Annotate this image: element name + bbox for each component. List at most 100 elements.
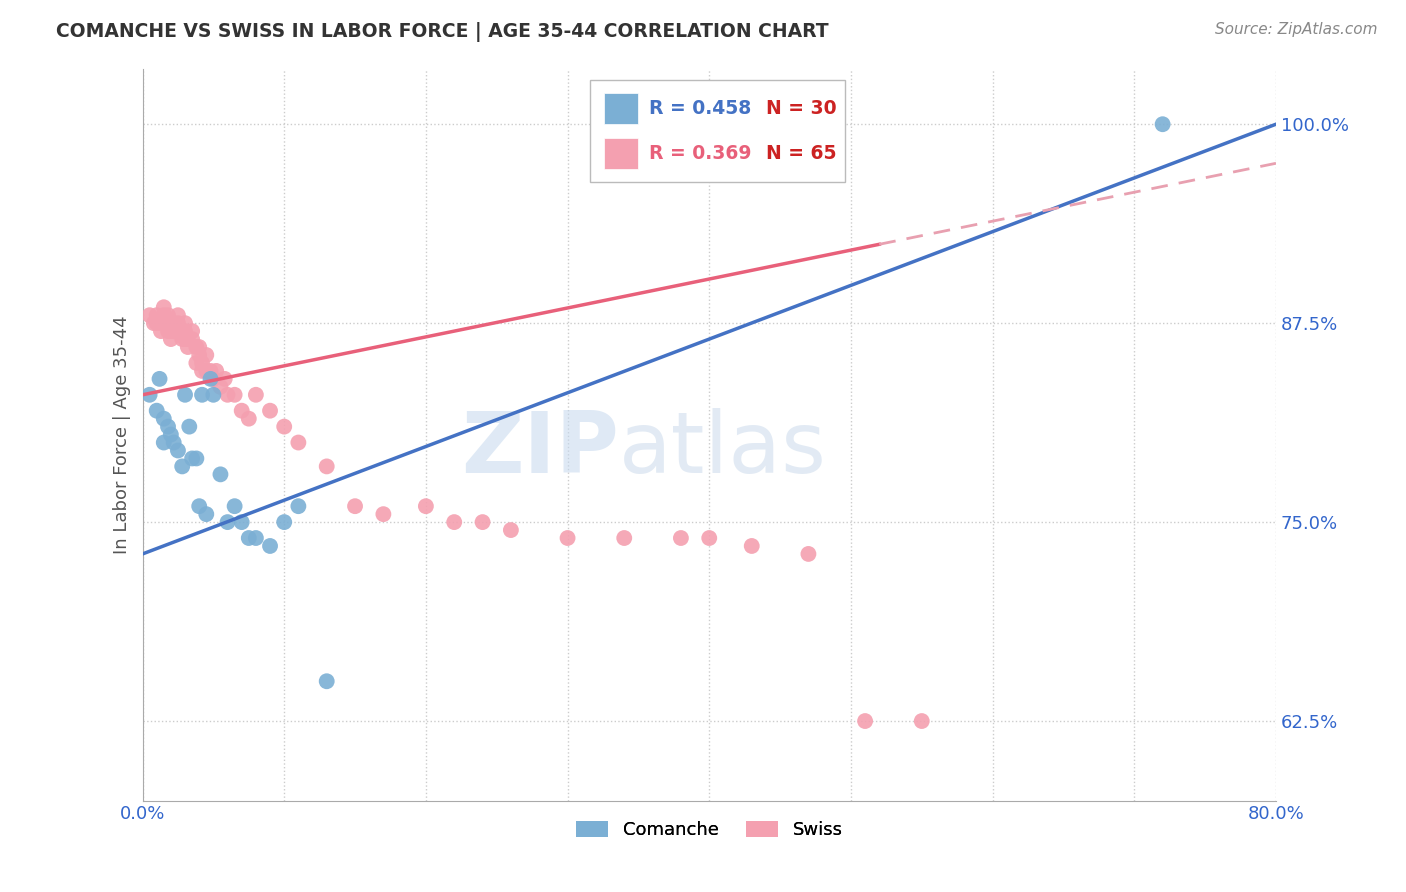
Point [191,388,214,402]
Point [188,499,211,513]
Point [167,443,190,458]
Point [138,308,160,322]
Point [238,411,260,425]
Point [209,380,232,394]
Point [200,364,222,378]
Point [499,523,522,537]
Point [163,324,186,338]
Point [167,324,190,338]
Bar [603,138,638,169]
Point [172,332,194,346]
Point [160,316,183,330]
Point [174,388,197,402]
Text: N = 30: N = 30 [766,99,837,118]
Point [373,507,395,521]
Point [181,324,204,338]
Y-axis label: In Labor Force | Age 35-44: In Labor Force | Age 35-44 [114,315,131,554]
Point [195,507,218,521]
Point [191,364,214,378]
Point [224,388,246,402]
Point [245,531,267,545]
Point [152,300,174,314]
Point [315,674,337,689]
Point [152,435,174,450]
Text: Source: ZipAtlas.com: Source: ZipAtlas.com [1215,22,1378,37]
Point [152,308,174,322]
Point [287,499,309,513]
Legend: Comanche, Swiss: Comanche, Swiss [568,814,849,847]
Point [557,531,579,545]
Point [202,388,225,402]
Point [238,531,260,545]
Point [224,499,246,513]
Point [160,427,183,442]
Point [163,435,186,450]
Point [195,364,218,378]
Point [231,403,253,417]
Point [179,419,201,434]
Bar [603,93,638,124]
Point [174,324,197,338]
Point [188,348,211,362]
Point [149,324,172,338]
Point [167,316,190,330]
Point [415,499,437,513]
Point [200,372,222,386]
Text: ZIP: ZIP [461,408,619,491]
Point [181,451,204,466]
Point [167,308,190,322]
Point [157,308,180,322]
Point [613,531,636,545]
Point [186,340,208,354]
Point [245,388,267,402]
Point [259,539,281,553]
Point [177,332,200,346]
Point [172,324,194,338]
Point [148,316,170,330]
FancyBboxPatch shape [591,79,845,182]
Point [911,714,934,728]
Point [148,372,170,386]
Point [145,403,167,417]
Point [157,324,180,338]
Point [443,515,465,529]
Point [191,356,214,370]
Point [273,515,295,529]
Point [1152,117,1174,131]
Point [157,419,180,434]
Point [145,316,167,330]
Point [741,539,763,553]
Point [145,308,167,322]
Point [188,340,211,354]
Point [152,316,174,330]
Point [174,332,197,346]
Point [186,451,208,466]
Text: N = 65: N = 65 [766,144,837,163]
Point [209,467,232,482]
Point [172,459,194,474]
Point [163,316,186,330]
Point [273,419,295,434]
Point [205,364,228,378]
Point [202,372,225,386]
Point [669,531,692,545]
Point [214,372,236,386]
Point [853,714,876,728]
Point [195,348,218,362]
Point [259,403,281,417]
Text: R = 0.458: R = 0.458 [650,99,751,118]
Point [174,316,197,330]
Point [160,324,183,338]
Point [315,459,337,474]
Point [231,515,253,529]
Point [160,332,183,346]
Point [287,435,309,450]
Point [217,388,239,402]
Point [697,531,720,545]
Point [344,499,367,513]
Text: atlas: atlas [619,408,827,491]
Point [177,340,200,354]
Text: COMANCHE VS SWISS IN LABOR FORCE | AGE 35-44 CORRELATION CHART: COMANCHE VS SWISS IN LABOR FORCE | AGE 3… [56,22,830,42]
Point [797,547,820,561]
Point [181,332,204,346]
